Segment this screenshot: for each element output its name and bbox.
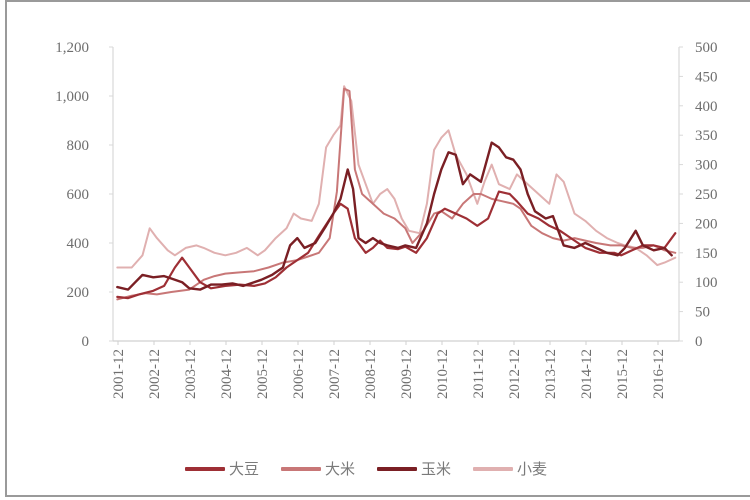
x-tick-label: 2016-12 xyxy=(651,349,667,399)
x-tick-label: 2008-12 xyxy=(363,349,379,399)
x-tick-label: 2003-12 xyxy=(183,349,199,399)
x-tick-label: 2013-12 xyxy=(543,349,559,399)
x-tick-label: 2006-12 xyxy=(291,349,307,399)
legend-label-corn: 玉米 xyxy=(421,462,452,478)
legend-swatch-wheat xyxy=(473,466,514,471)
left-tick-label: 1,000 xyxy=(55,89,89,105)
series-line-大豆 xyxy=(116,190,677,300)
x-tick-label: 2010-12 xyxy=(435,349,451,399)
left-tick-label: 200 xyxy=(67,285,90,301)
x-tick-label: 2011-12 xyxy=(471,349,487,398)
x-tick-label: 2015-12 xyxy=(615,349,631,399)
right-tick-label: 150 xyxy=(695,246,718,262)
x-tick-label: 2009-12 xyxy=(399,349,415,399)
legend-label-soybean: 大豆 xyxy=(229,462,260,478)
left-tick-label: 0 xyxy=(82,334,90,350)
x-tick-label: 2004-12 xyxy=(219,349,235,399)
legend-item-corn: 玉米 xyxy=(377,458,451,479)
right-tick-label: 300 xyxy=(695,158,718,174)
axes: 0 200 400 600 800 1,000 1,200 0 50 100 150 200 250 30… xyxy=(55,40,717,399)
x-tick-label: 2014-12 xyxy=(579,349,595,399)
series-line-玉米 xyxy=(116,141,673,291)
legend-item-wheat: 小麦 xyxy=(473,458,547,479)
series-lines xyxy=(116,85,677,301)
left-tick-label: 1,200 xyxy=(55,40,89,56)
legend-item-rice: 大米 xyxy=(281,458,355,479)
legend-label-rice: 大米 xyxy=(325,462,356,478)
right-tick-label: 400 xyxy=(695,99,718,115)
right-tick-label: 350 xyxy=(695,128,718,144)
right-tick-label: 200 xyxy=(695,216,718,232)
left-tick-label: 800 xyxy=(67,138,90,154)
right-tick-label: 450 xyxy=(695,69,718,85)
x-tick-label: 2002-12 xyxy=(147,349,163,399)
legend-swatch-soybean xyxy=(185,466,225,471)
right-tick-label: 0 xyxy=(695,334,703,350)
left-tick-label: 600 xyxy=(67,187,90,203)
series-line-小麦 xyxy=(116,85,677,269)
right-tick-label: 100 xyxy=(695,275,718,291)
x-tick-label: 2005-12 xyxy=(255,349,271,399)
left-tick-label: 400 xyxy=(67,236,90,252)
legend-label-wheat: 小麦 xyxy=(517,462,548,478)
series-line-大米 xyxy=(116,87,677,301)
legend-swatch-corn xyxy=(377,466,418,471)
legend-swatch-rice xyxy=(281,466,322,471)
x-tick-label: 2007-12 xyxy=(327,349,343,399)
x-tick-label: 2001-12 xyxy=(111,349,127,399)
right-tick-label: 50 xyxy=(695,305,710,321)
legend-item-soybean: 大豆 xyxy=(185,458,259,479)
right-tick-label: 500 xyxy=(695,40,718,56)
legend: 大豆 大米 玉米 小麦 xyxy=(185,458,547,479)
x-tick-label: 2012-12 xyxy=(507,349,523,399)
right-tick-label: 250 xyxy=(695,187,718,203)
